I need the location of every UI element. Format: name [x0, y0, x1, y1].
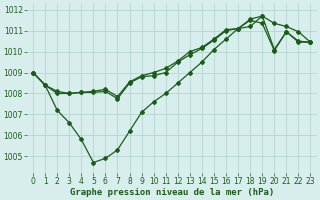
X-axis label: Graphe pression niveau de la mer (hPa): Graphe pression niveau de la mer (hPa) — [70, 188, 274, 197]
